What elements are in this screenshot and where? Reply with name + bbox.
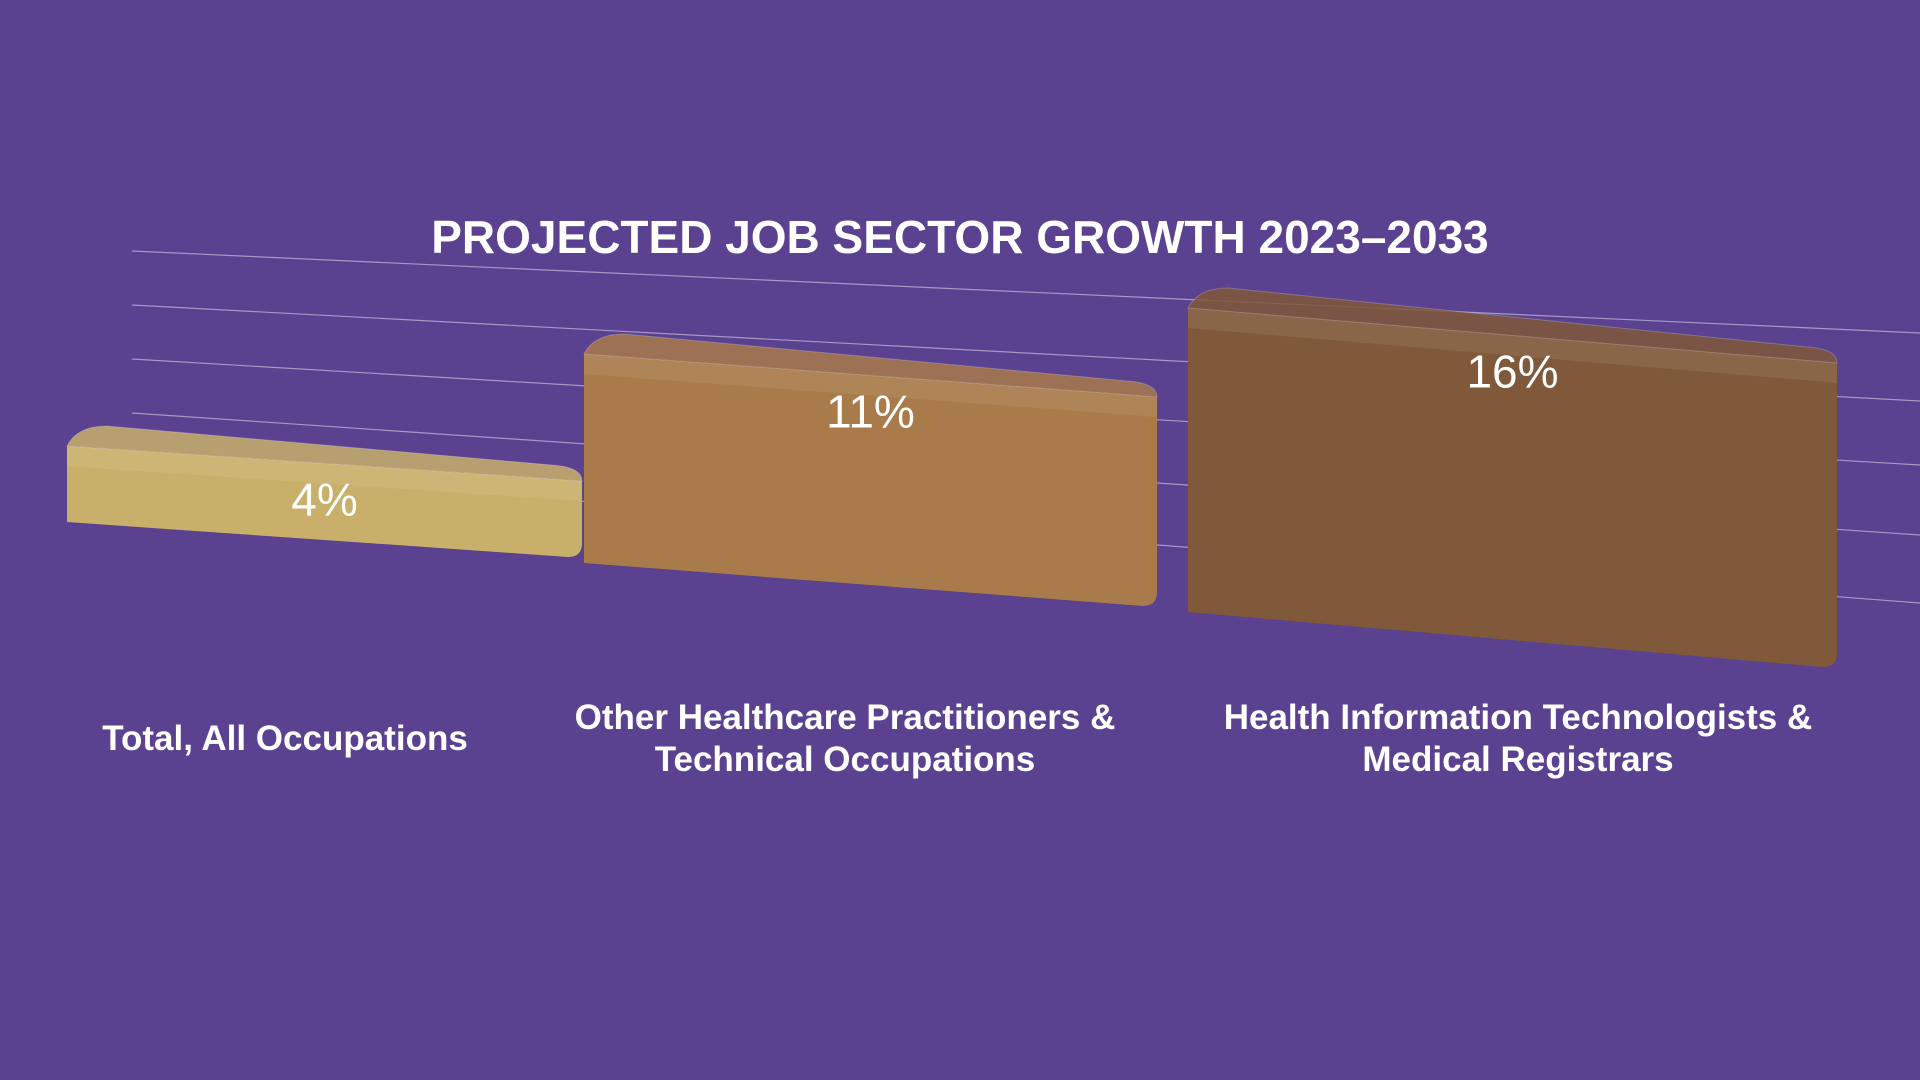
bar: [1188, 308, 1837, 667]
bar: [584, 354, 1157, 606]
bar-top: [66, 425, 583, 482]
value-label: 11%: [826, 386, 915, 438]
chart-title: PROJECTED JOB SECTOR GROWTH 2023–2033: [431, 211, 1489, 263]
bar-shade: [67, 446, 582, 501]
bar-top: [1187, 287, 1838, 364]
value-label: 16%: [1466, 346, 1558, 398]
category-label: Health Information Technologists & Medic…: [1223, 698, 1813, 779]
bar: [67, 446, 582, 557]
grid-line: [131, 250, 1920, 334]
bar-shade: [584, 354, 1157, 417]
bar-top: [583, 333, 1158, 398]
bar-shade: [1188, 308, 1837, 383]
value-label: 4%: [291, 474, 357, 526]
category-label: Other Healthcare Practitioners & Technic…: [574, 698, 1116, 779]
category-label: Total, All Occupations: [102, 719, 468, 758]
